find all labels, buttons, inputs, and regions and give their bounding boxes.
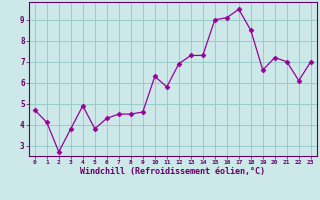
X-axis label: Windchill (Refroidissement éolien,°C): Windchill (Refroidissement éolien,°C) [80,167,265,176]
